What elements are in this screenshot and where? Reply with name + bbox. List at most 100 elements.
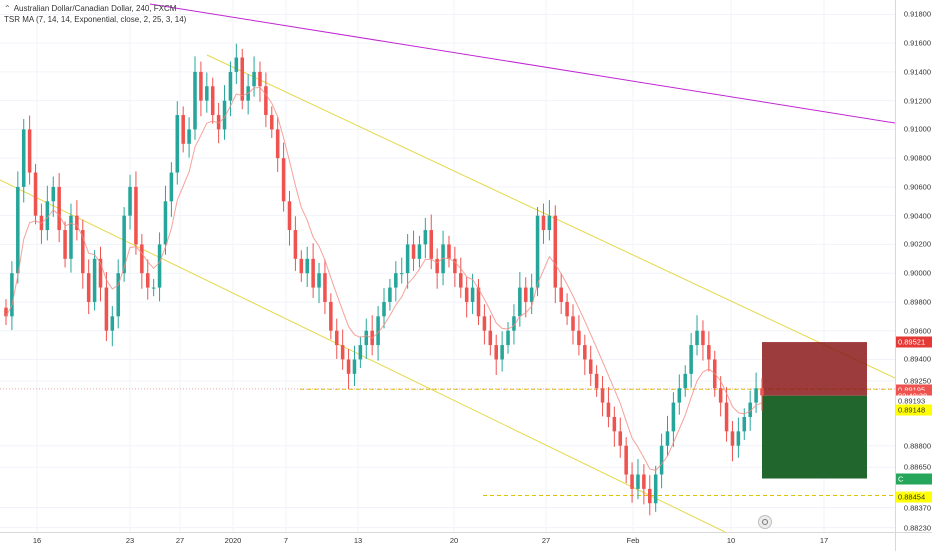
candle-body [104,287,109,331]
candle-body [193,71,197,130]
candle-body [151,287,156,289]
candle-body [742,416,747,432]
candle-body [724,402,729,432]
stop-loss-zone [762,342,867,396]
candle-body [523,287,528,302]
candle-body [287,201,292,231]
target-zone [762,395,867,479]
time-tick-label: 10 [726,536,736,545]
ma-line [5,86,763,471]
candle-body [689,345,693,374]
candle-body [145,273,150,288]
candle-body [110,316,115,331]
candle-body [364,330,369,346]
candle-body [10,273,14,317]
candle-body [116,273,120,317]
candle-body [730,431,735,446]
candle-body [736,431,741,446]
candle-body [234,57,239,72]
candle-body [648,488,652,504]
candle-body [216,115,221,130]
time-tick-label: 13 [353,536,363,545]
candle-body [423,230,428,245]
indicator-title[interactable]: TSR MA (7, 14, 14, Exponential, close, 2… [4,15,187,24]
candle-body [500,345,504,360]
candle-body [157,244,162,288]
target-value: 0.88572 [898,485,926,495]
candle-body [187,129,191,144]
time-tick-label: 7 [283,536,289,545]
candle-body [435,258,439,274]
price-tick-label: 0.89600 [903,326,931,336]
candle-body [4,307,8,317]
price-tick-label: 0.88800 [903,441,931,451]
symbol-title[interactable]: Australian Dollar/Canadian Dollar, 240, … [13,4,177,13]
price-tick-label: 0.91600 [903,38,931,48]
price-tick-label: 0.91000 [903,124,931,134]
candle-body [411,244,416,259]
candle-body [488,330,493,346]
candle-body [665,431,670,446]
candle-body [447,244,451,259]
time-tick-label: 20 [449,536,459,545]
candle-body [352,359,357,374]
price-tick-label: 0.91200 [903,96,931,106]
candle-body [476,287,481,317]
candle-body [571,316,575,331]
price-tick-label: 0.90200 [903,239,931,249]
last-price-label: 0.89195 [896,384,932,396]
eye-icon[interactable] [758,515,772,529]
axis-corner [895,532,932,551]
candle-body [305,258,309,274]
candle-body [494,345,498,360]
candle-body [299,258,304,274]
target-prefix: C [898,474,904,484]
time-tick-label: 2020 [224,536,242,545]
candle-body [394,273,398,288]
candle-body [695,330,699,346]
entry-price-label: 0.89148 [896,404,932,416]
candle-body [464,287,469,302]
time-axis[interactable]: 16 23 27 2020 7 13 20 27 Feb 10 17 [0,532,895,551]
candle-body [92,258,97,302]
time-tick-label: 16 [32,536,42,545]
stop-loss-price-label: 0.89521 [896,336,932,348]
candle-body [659,445,664,475]
chart-canvas[interactable]: ⌃ Australian Dollar/Canadian Dollar, 240… [0,0,895,532]
candle-body [760,388,764,396]
price-tick-label: 0.89400 [903,354,931,364]
candle-body [624,445,628,475]
time-tick-label: 23 [125,536,135,545]
candle-body [535,215,540,288]
candle-body [140,244,144,274]
time-tick-label: Feb [626,536,640,545]
candle-body [86,273,91,302]
candle-body [600,388,605,403]
candle-body [529,287,534,302]
candle-body [258,71,262,87]
price-tick-label: 0.91400 [903,67,931,77]
price-axis[interactable]: 0.91800 0.91600 0.91400 0.91200 0.91000 0.908… [895,0,932,532]
bar-countdown-label: 02:40:38 [896,390,932,402]
candle-body [748,402,752,417]
candle-body [512,316,516,331]
candle-body [228,71,233,101]
candle-body [134,186,138,245]
candle-body [51,186,56,202]
candle-body [63,230,67,259]
price-chart[interactable] [0,0,895,532]
support-price-label: 0.88454 [896,491,932,503]
collapse-chevron-icon[interactable]: ⌃ [4,4,11,13]
candle-body [718,388,723,403]
candle-body [281,158,286,202]
price-tick-label: 0.90800 [903,153,931,163]
candle-body [382,301,386,317]
candle-body [199,71,203,101]
candle-body [346,359,351,374]
candle-body [122,215,126,274]
candle-body [388,287,392,302]
candle-body [311,258,315,288]
candle-body [45,201,50,231]
candle-body [358,345,363,360]
candle-body [583,345,587,360]
